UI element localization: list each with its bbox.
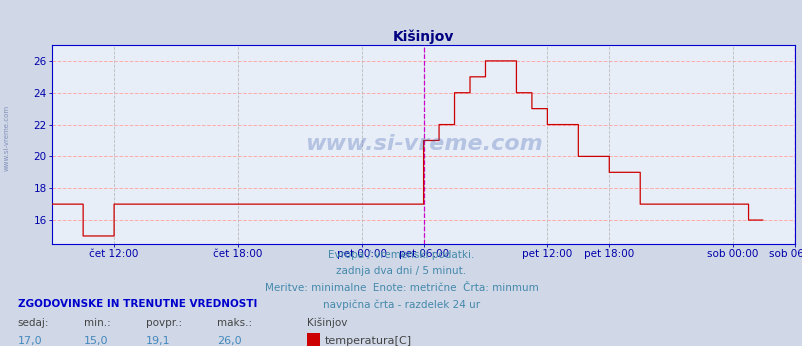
Text: ZGODOVINSKE IN TRENUTNE VREDNOSTI: ZGODOVINSKE IN TRENUTNE VREDNOSTI [18,299,257,309]
Text: 19,1: 19,1 [146,336,171,346]
Text: 17,0: 17,0 [18,336,43,346]
Text: zadnja dva dni / 5 minut.: zadnja dva dni / 5 minut. [336,266,466,276]
Text: Kišinjov: Kišinjov [306,318,346,328]
Text: Meritve: minimalne  Enote: metrične  Črta: minmum: Meritve: minimalne Enote: metrične Črta:… [265,283,537,293]
Text: Evropa / vremenski podatki.: Evropa / vremenski podatki. [328,250,474,260]
Text: maks.:: maks.: [217,318,252,328]
Text: temperatura[C]: temperatura[C] [324,336,411,346]
Text: 15,0: 15,0 [83,336,108,346]
Text: min.:: min.: [83,318,110,328]
Text: www.si-vreme.com: www.si-vreme.com [304,135,542,154]
Title: Kišinjov: Kišinjov [392,29,454,44]
Text: povpr.:: povpr.: [146,318,182,328]
Text: sedaj:: sedaj: [18,318,49,328]
Text: navpična črta - razdelek 24 ur: navpična črta - razdelek 24 ur [322,299,480,310]
Text: 26,0: 26,0 [217,336,241,346]
Text: www.si-vreme.com: www.si-vreme.com [3,105,10,172]
